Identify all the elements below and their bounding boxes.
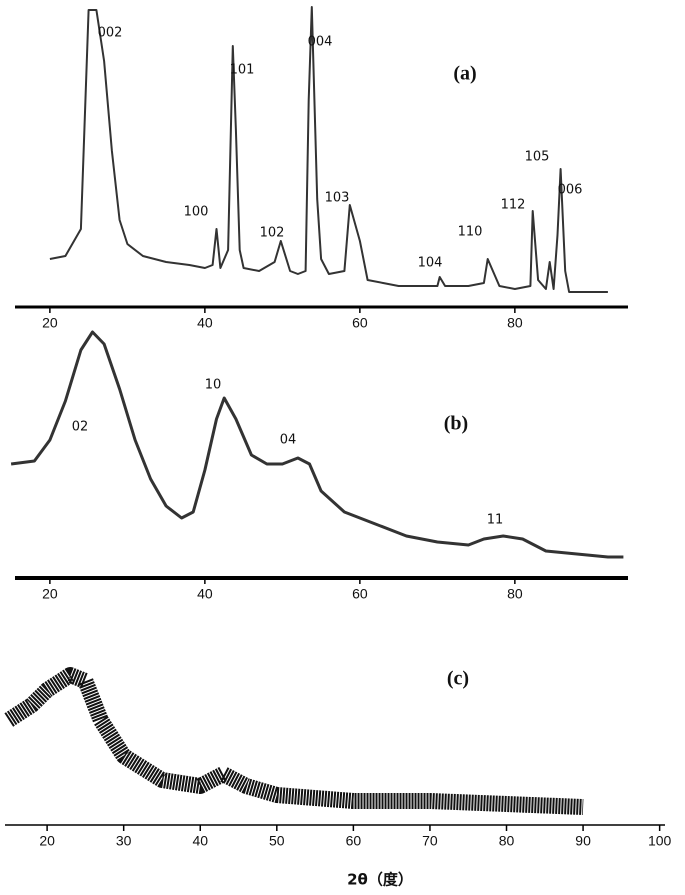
peak-label: 004 [308,35,333,50]
xrd-curve [10,330,624,559]
peak-label: 006 [558,183,583,198]
peak-label: 11 [487,513,504,528]
peak-label: 105 [525,150,550,165]
x-tick-label: 60 [352,586,368,602]
x-tick-label: 40 [197,315,213,331]
peak-label: 102 [260,226,285,241]
peak-label: 02 [72,420,89,435]
x-tick-label: 60 [346,833,362,849]
xrd-curve [49,6,608,293]
x-axis-label: 2θ（度） [347,871,413,889]
xrd-curve [4,667,584,815]
x-tick-label: 20 [42,586,58,602]
x-tick-label: 20 [39,833,55,849]
peak-label: 100 [184,205,209,220]
panel-label: (b) [444,413,468,435]
peak-label: 110 [458,225,483,240]
x-tick-label: 80 [499,833,515,849]
x-tick-label: 50 [269,833,285,849]
x-tick-label: 90 [575,833,591,849]
x-tick-label: 40 [197,586,213,602]
peak-label: 103 [325,191,350,206]
peak-label: 104 [418,256,443,271]
x-tick-label: 80 [507,315,523,331]
peak-label: 101 [230,63,255,78]
x-tick-label: 40 [192,833,208,849]
x-tick-label: 80 [507,586,523,602]
peak-label: 10 [205,378,222,393]
x-tick-label: 70 [422,833,438,849]
panel-label: (a) [453,63,476,85]
panel-label: (c) [447,668,469,690]
x-tick-label: 20 [42,315,58,331]
peak-label: 04 [280,433,297,448]
peak-label: 002 [98,26,123,41]
x-tick-label: 60 [352,315,368,331]
x-tick-label: 100 [648,833,672,849]
peak-label: 112 [501,198,526,213]
x-tick-label: 30 [116,833,132,849]
